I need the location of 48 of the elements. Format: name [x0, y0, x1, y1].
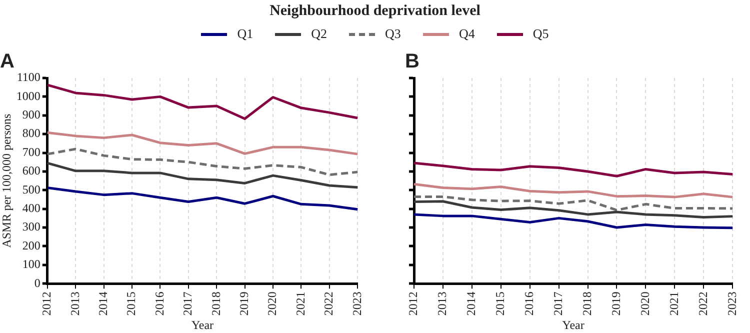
chart-title: B — [405, 50, 420, 73]
y-tick-label: 1000 — [16, 88, 40, 103]
x-tick-label: 2012 — [406, 292, 420, 316]
x-tick-label: 2015 — [124, 292, 138, 316]
legend-label: Q4 — [458, 26, 475, 42]
x-tick-label: 2020 — [265, 292, 280, 316]
x-tick-label: 2017 — [550, 292, 565, 316]
x-axis-title: Year — [191, 318, 214, 332]
y-tick-label: 500 — [22, 182, 40, 196]
x-tick-label: 2022 — [696, 292, 710, 316]
x-tick-label: 2023 — [350, 292, 364, 316]
y-tick-label: 0 — [34, 276, 40, 290]
y-tick-label: 1100 — [16, 70, 40, 84]
x-tick-label: 2017 — [180, 292, 195, 316]
y-tick-label: 200 — [22, 238, 40, 252]
x-tick-label: 2018 — [208, 292, 223, 316]
y-tick-label: 600 — [22, 164, 40, 178]
x-tick-label: 2019 — [236, 292, 251, 316]
x-tick-label: 2014 — [464, 292, 478, 316]
y-tick-label: 900 — [22, 108, 40, 122]
x-tick-label: 2016 — [522, 292, 536, 316]
legend-title: Neighbourhood deprivation level — [268, 2, 482, 20]
y-tick-label: 800 — [22, 126, 40, 140]
y-tick-label: 300 — [22, 220, 40, 234]
x-tick-label: 2021 — [293, 292, 308, 316]
line-series — [46, 148, 359, 176]
x-tick-label: 2023 — [724, 292, 739, 316]
legend-label: Q1 — [237, 26, 254, 42]
x-tick-label: 2019 — [608, 292, 623, 316]
x-tick-label: 2018 — [580, 292, 594, 316]
x-tick-label: 2012 — [40, 292, 54, 316]
chart-title: A — [0, 50, 14, 73]
x-axis-title: Year — [562, 318, 584, 332]
y-tick-label: 400 — [22, 200, 40, 215]
y-axis-title: ASMR per 100,000 persons — [0, 113, 14, 248]
y-tick-label: 100 — [22, 257, 40, 272]
legend-label: Q3 — [385, 26, 401, 42]
x-tick-label: 2014 — [96, 292, 110, 316]
x-tick-label: 2016 — [152, 292, 166, 316]
x-tick-label: 2022 — [322, 292, 336, 316]
legend-label: Q5 — [532, 26, 549, 42]
x-tick-label: 2013 — [68, 292, 82, 316]
y-tick-label: 700 — [22, 144, 40, 159]
x-tick-label: 2020 — [638, 292, 652, 316]
x-tick-label: 2015 — [493, 292, 508, 316]
x-tick-label: 2021 — [666, 292, 681, 316]
x-tick-label: 2013 — [435, 292, 450, 316]
legend-label: Q2 — [311, 26, 328, 42]
